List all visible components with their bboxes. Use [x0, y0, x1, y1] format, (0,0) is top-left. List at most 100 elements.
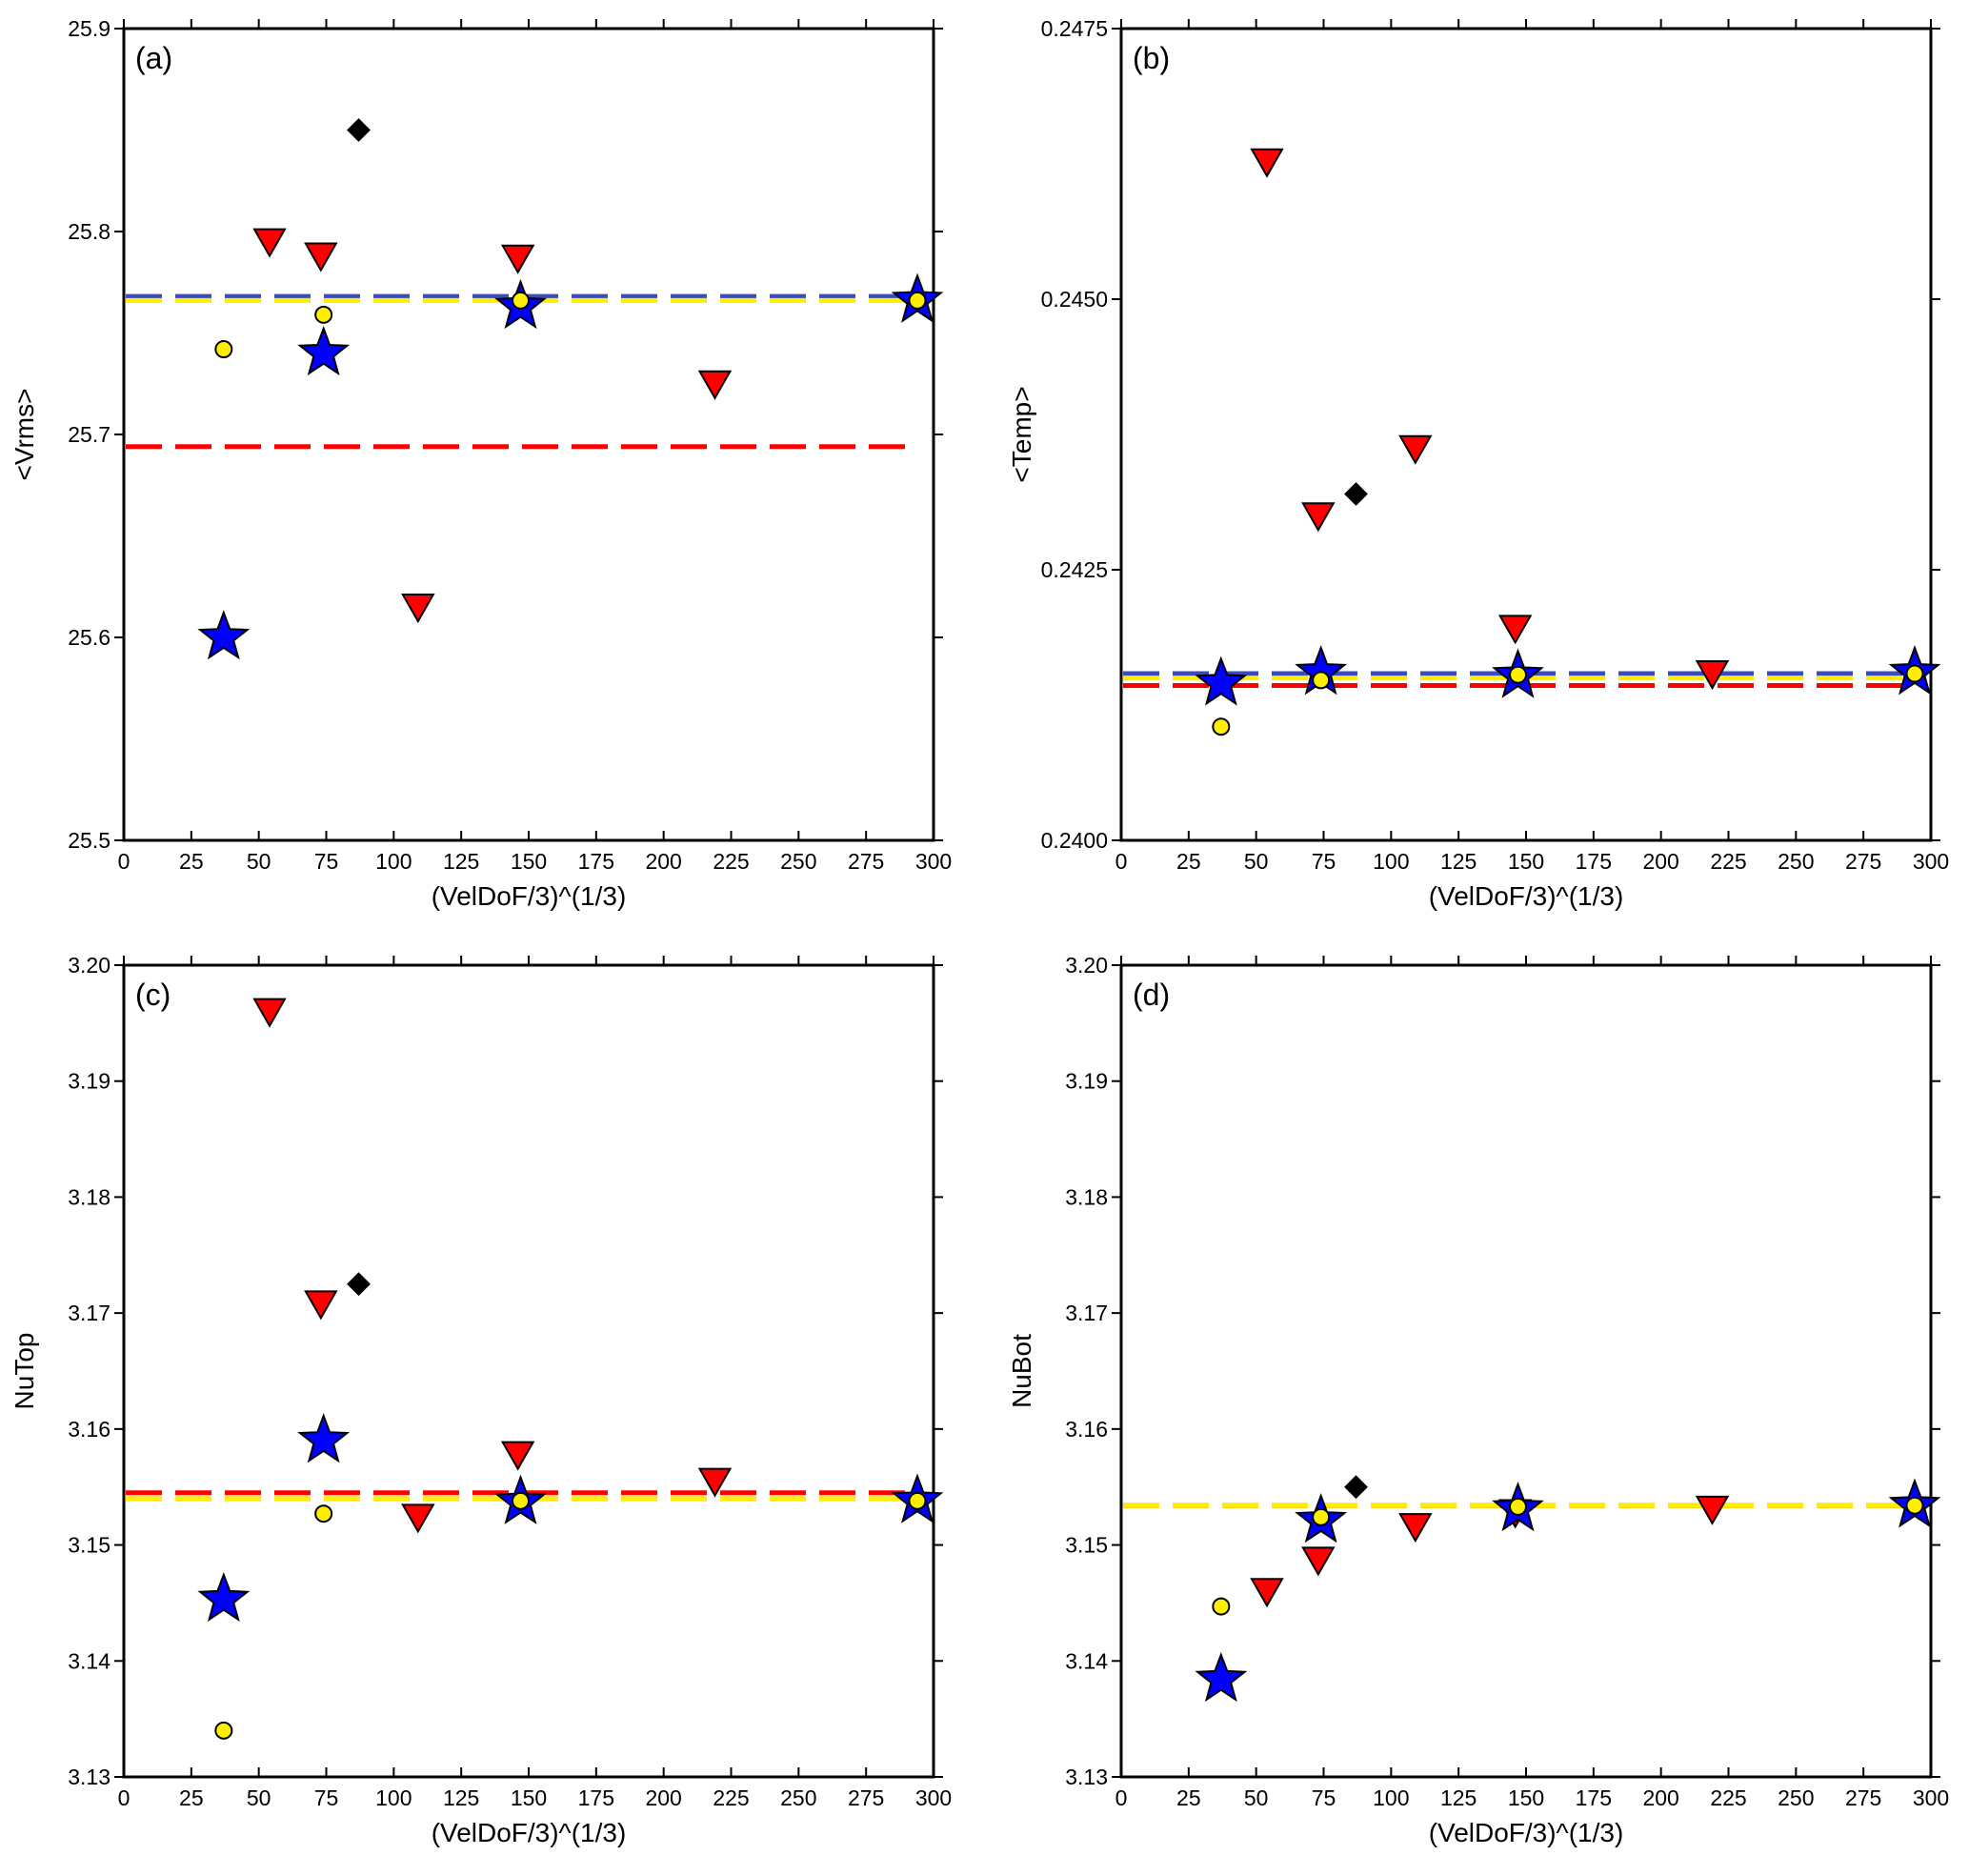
panel-label: (c) — [135, 978, 171, 1012]
y-axis-title: <Vrms> — [10, 389, 39, 481]
x-tick-label: 175 — [1576, 1785, 1612, 1810]
x-tick-label: 50 — [1244, 849, 1269, 874]
y-tick-label: 3.19 — [1065, 1069, 1108, 1094]
circle-marker — [314, 1504, 333, 1523]
x-tick-label: 275 — [1845, 849, 1881, 874]
y-axis-title: NuTop — [10, 1333, 39, 1410]
star-marker — [197, 610, 251, 660]
triangle-marker — [304, 242, 338, 272]
star-marker — [297, 1413, 351, 1463]
x-tick-label: 25 — [179, 849, 204, 874]
x-tick-label: 200 — [1642, 1785, 1678, 1810]
y-axis-title: NuBot — [1007, 1334, 1036, 1408]
x-tick-label: 200 — [645, 1785, 681, 1810]
circle-marker — [1905, 1496, 1924, 1515]
plot-frame — [122, 963, 935, 1779]
triangle-marker — [500, 244, 535, 274]
x-tick-label: 225 — [713, 1785, 749, 1810]
triangle-marker — [252, 998, 287, 1028]
y-tick-label: 3.15 — [68, 1533, 111, 1558]
panel-label: (d) — [1133, 978, 1170, 1012]
x-axis-title: (VelDoF/3)^(1/3) — [1429, 1818, 1624, 1847]
star-marker — [1195, 656, 1248, 706]
triangle-marker — [1398, 434, 1433, 465]
plot-frame — [1119, 27, 1933, 842]
x-tick-label: 100 — [375, 1785, 412, 1810]
panel-label: (b) — [1133, 41, 1170, 75]
x-tick-label: 200 — [645, 849, 681, 874]
y-tick-label: 3.19 — [68, 1069, 111, 1094]
circle-marker — [1905, 664, 1924, 683]
x-tick-label: 275 — [848, 1785, 884, 1810]
x-tick-label: 100 — [375, 849, 412, 874]
x-tick-label: 225 — [1710, 849, 1746, 874]
x-tick-label: 150 — [511, 1785, 547, 1810]
x-tick-label: 25 — [179, 1785, 204, 1810]
x-tick-label: 275 — [848, 849, 884, 874]
x-tick-label: 25 — [1176, 1785, 1201, 1810]
y-tick-label: 25.5 — [68, 828, 111, 853]
diamond-marker — [347, 118, 371, 142]
x-tick-label: 75 — [314, 1785, 339, 1810]
y-tick-label: 3.17 — [1065, 1301, 1108, 1325]
y-tick-label: 3.15 — [1065, 1533, 1108, 1558]
x-tick-label: 225 — [713, 849, 749, 874]
y-tick-label: 3.20 — [1065, 953, 1108, 978]
x-tick-label: 125 — [1440, 849, 1477, 874]
triangle-marker — [401, 1503, 435, 1534]
triangle-marker — [252, 228, 287, 258]
x-tick-label: 75 — [1312, 849, 1336, 874]
x-tick-label: 125 — [443, 849, 479, 874]
triangle-marker — [697, 370, 733, 400]
x-tick-label: 0 — [1115, 849, 1128, 874]
triangle-marker — [697, 1467, 733, 1498]
diamond-marker — [1344, 1475, 1368, 1500]
panel-label: (a) — [135, 41, 172, 75]
x-tick-label: 100 — [1373, 1785, 1409, 1810]
circle-marker — [314, 305, 333, 324]
x-tick-label: 125 — [443, 1785, 479, 1810]
y-tick-label: 3.16 — [1065, 1417, 1108, 1442]
x-tick-label: 300 — [1913, 1785, 1949, 1810]
circle-marker — [1312, 1507, 1331, 1526]
x-tick-label: 50 — [247, 1785, 271, 1810]
triangle-marker — [1497, 615, 1533, 645]
triangle-marker — [1250, 148, 1284, 178]
x-tick-label: 0 — [118, 849, 131, 874]
x-tick-label: 300 — [1913, 849, 1949, 874]
plot-frame — [122, 27, 935, 842]
y-tick-label: 0.2450 — [1041, 287, 1108, 312]
y-tick-label: 3.14 — [68, 1648, 111, 1673]
y-tick-label: 3.17 — [68, 1301, 111, 1325]
x-tick-label: 250 — [780, 849, 816, 874]
x-tick-label: 250 — [780, 1785, 816, 1810]
circle-marker — [1509, 1497, 1527, 1516]
circle-marker — [908, 291, 927, 310]
x-axis-title: (VelDoF/3)^(1/3) — [432, 881, 627, 911]
y-tick-label: 25.6 — [68, 625, 111, 650]
diamond-marker — [1344, 482, 1368, 506]
triangle-marker — [1301, 502, 1336, 533]
chart-panel-c: 0 25 50 75 100 125 150 175 200 225 250 275 300 3.13 3.… — [10, 953, 952, 1847]
plot-frame — [1119, 963, 1933, 1779]
diamond-marker — [347, 1272, 371, 1297]
y-tick-label: 3.18 — [68, 1184, 111, 1209]
chart-panel-a: 0 25 50 75 100 125 150 175 200 225 250 275 300 25.5 25… — [10, 16, 952, 911]
circle-marker — [1509, 665, 1527, 684]
x-tick-label: 125 — [1440, 1785, 1477, 1810]
y-tick-label: 0.2425 — [1041, 557, 1108, 582]
circle-marker — [214, 340, 233, 359]
x-tick-label: 75 — [1312, 1785, 1336, 1810]
x-tick-label: 0 — [1115, 1785, 1128, 1810]
x-tick-label: 0 — [118, 1785, 131, 1810]
y-tick-label: 3.16 — [68, 1417, 111, 1442]
chart-panel-d: 0 25 50 75 100 125 150 175 200 225 250 275 300 3.13 3.… — [1007, 953, 1949, 1847]
x-tick-label: 250 — [1778, 849, 1814, 874]
y-tick-label: 3.13 — [1065, 1765, 1108, 1789]
triangle-marker — [1398, 1513, 1433, 1543]
circle-marker — [512, 291, 530, 310]
star-marker — [1195, 1651, 1248, 1703]
triangle-marker — [401, 594, 435, 624]
y-tick-label: 3.20 — [68, 953, 111, 978]
